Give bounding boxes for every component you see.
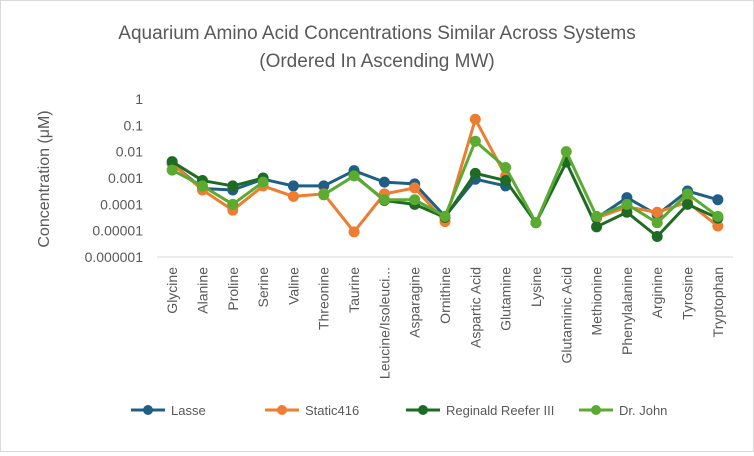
data-point — [712, 210, 724, 222]
data-point — [166, 164, 178, 176]
legend-label: Reginald Reefer III — [446, 403, 554, 418]
data-point — [318, 189, 330, 201]
x-tick-label: Phenylalanine — [619, 267, 635, 355]
data-point — [409, 194, 421, 206]
x-tick-label: Valine — [285, 267, 301, 305]
data-point — [712, 194, 724, 206]
data-point — [348, 170, 360, 182]
series-dr-john — [166, 135, 724, 229]
legend-marker — [143, 405, 153, 415]
data-point — [682, 198, 694, 210]
axes: 1 0.1 0.01 0.001 0.0001 0.00001 0.000001 Glycin… — [85, 91, 733, 379]
legend-marker — [277, 405, 287, 415]
series-layer — [166, 113, 724, 243]
data-point — [621, 198, 633, 210]
x-tick-label: Asparagine — [407, 267, 423, 338]
data-point — [530, 217, 542, 229]
data-point — [651, 206, 663, 218]
x-tick-label: Methionine — [589, 267, 605, 336]
y-axis-label: Concentration (μM) — [36, 110, 53, 247]
data-point — [378, 194, 390, 206]
x-tick-label: Serine — [255, 267, 271, 308]
data-point — [500, 162, 512, 174]
x-tick-label: Alanine — [194, 267, 210, 314]
x-tick-label: Lysine — [528, 267, 544, 307]
x-tick-label: Glutamine — [498, 267, 514, 331]
x-tick-label: Arginine — [649, 267, 665, 319]
legend-item: Dr. John — [579, 403, 667, 418]
legend-label: Lasse — [171, 403, 206, 418]
y-tick-label: 0.000001 — [85, 249, 144, 265]
y-tick-label: 1 — [135, 91, 143, 107]
x-tick-label: Glutaminic Acid — [558, 267, 574, 363]
data-point — [348, 226, 360, 238]
data-point — [439, 210, 451, 222]
x-tick-label: Tryptophan — [710, 267, 726, 337]
x-tick-label: Threonine — [316, 267, 332, 330]
y-tick-label: 0.001 — [108, 170, 143, 186]
data-point — [196, 180, 208, 192]
data-point — [591, 210, 603, 222]
x-tick-label: Leucine/Isoleuci... — [376, 267, 392, 379]
legend-label: Static416 — [305, 403, 359, 418]
x-tick-label: Glycine — [164, 267, 180, 314]
series-line — [171, 117, 507, 234]
legend-item: Lasse — [131, 403, 206, 418]
data-point — [287, 190, 299, 202]
data-point — [560, 146, 572, 158]
legend-item: Static416 — [265, 403, 359, 418]
series-reginald-reefer-iii — [166, 156, 724, 243]
data-point — [469, 167, 481, 179]
data-point — [257, 176, 269, 188]
data-point — [227, 198, 239, 210]
legend: Lasse Static416 Reginald Reefer III Dr. Joh… — [131, 403, 667, 418]
series-line — [171, 168, 264, 206]
data-point — [591, 221, 603, 233]
x-tick-label: Aspartic Acid — [467, 267, 483, 348]
data-point — [469, 135, 481, 147]
x-tick-label: Ornithine — [437, 267, 453, 324]
data-point — [500, 175, 512, 187]
series-line — [171, 160, 264, 188]
legend-marker — [591, 405, 601, 415]
data-point — [651, 231, 663, 243]
chart-subtitle: (Ordered In Ascending MW) — [259, 51, 494, 72]
y-tick-label: 0.01 — [116, 144, 143, 160]
y-tick-label: 0.0001 — [100, 196, 143, 212]
data-point — [651, 217, 663, 229]
y-tick-label: 0.00001 — [92, 223, 143, 239]
x-tick-label: Taurine — [346, 267, 362, 313]
y-tick-label: 0.1 — [124, 117, 144, 133]
data-point — [409, 182, 421, 194]
legend-label: Dr. John — [619, 403, 667, 418]
x-tick-label: Proline — [225, 267, 241, 311]
data-point — [287, 180, 299, 192]
data-point — [227, 180, 239, 192]
data-point — [469, 113, 481, 125]
data-point — [682, 188, 694, 200]
x-tick-label: Tyrosine — [680, 267, 696, 320]
chart-title: Aquarium Amino Acid Concentrations Simil… — [118, 23, 635, 44]
legend-marker — [418, 405, 428, 415]
data-point — [378, 176, 390, 188]
legend-item: Reginald Reefer III — [406, 403, 554, 418]
